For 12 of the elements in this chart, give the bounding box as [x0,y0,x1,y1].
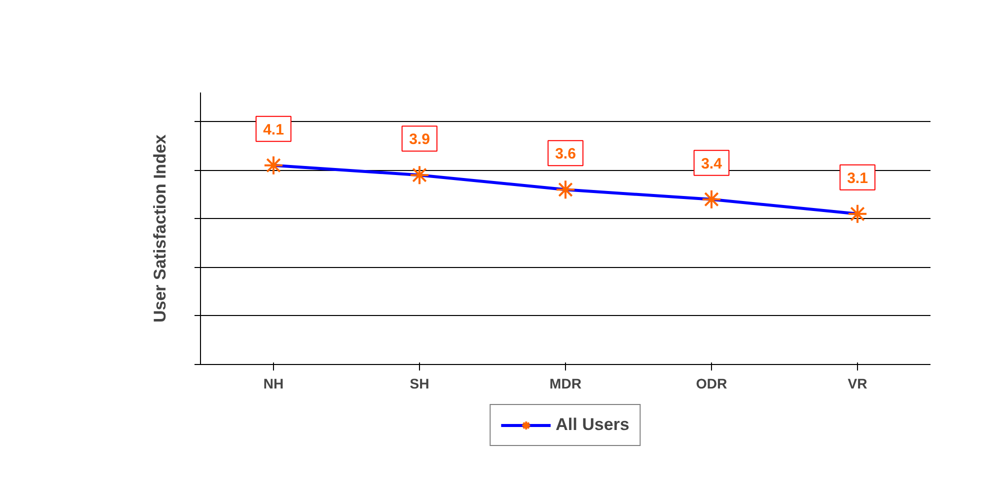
legend-label: All Users [556,415,630,435]
x-tick-label: SH [410,376,430,392]
data-label: 4.1 [263,121,284,138]
data-label: 3.1 [847,170,868,187]
data-label: 3.9 [409,131,430,148]
data-label: 3.6 [555,146,576,163]
x-tick-label: VR [848,376,868,392]
x-tick-label: MDR [550,376,582,392]
x-tick-label: ODR [696,376,728,392]
x-tick-label: NH [263,376,284,392]
y-axis-title: User Satisfaction Index [150,134,170,322]
data-label: 3.4 [701,155,723,172]
